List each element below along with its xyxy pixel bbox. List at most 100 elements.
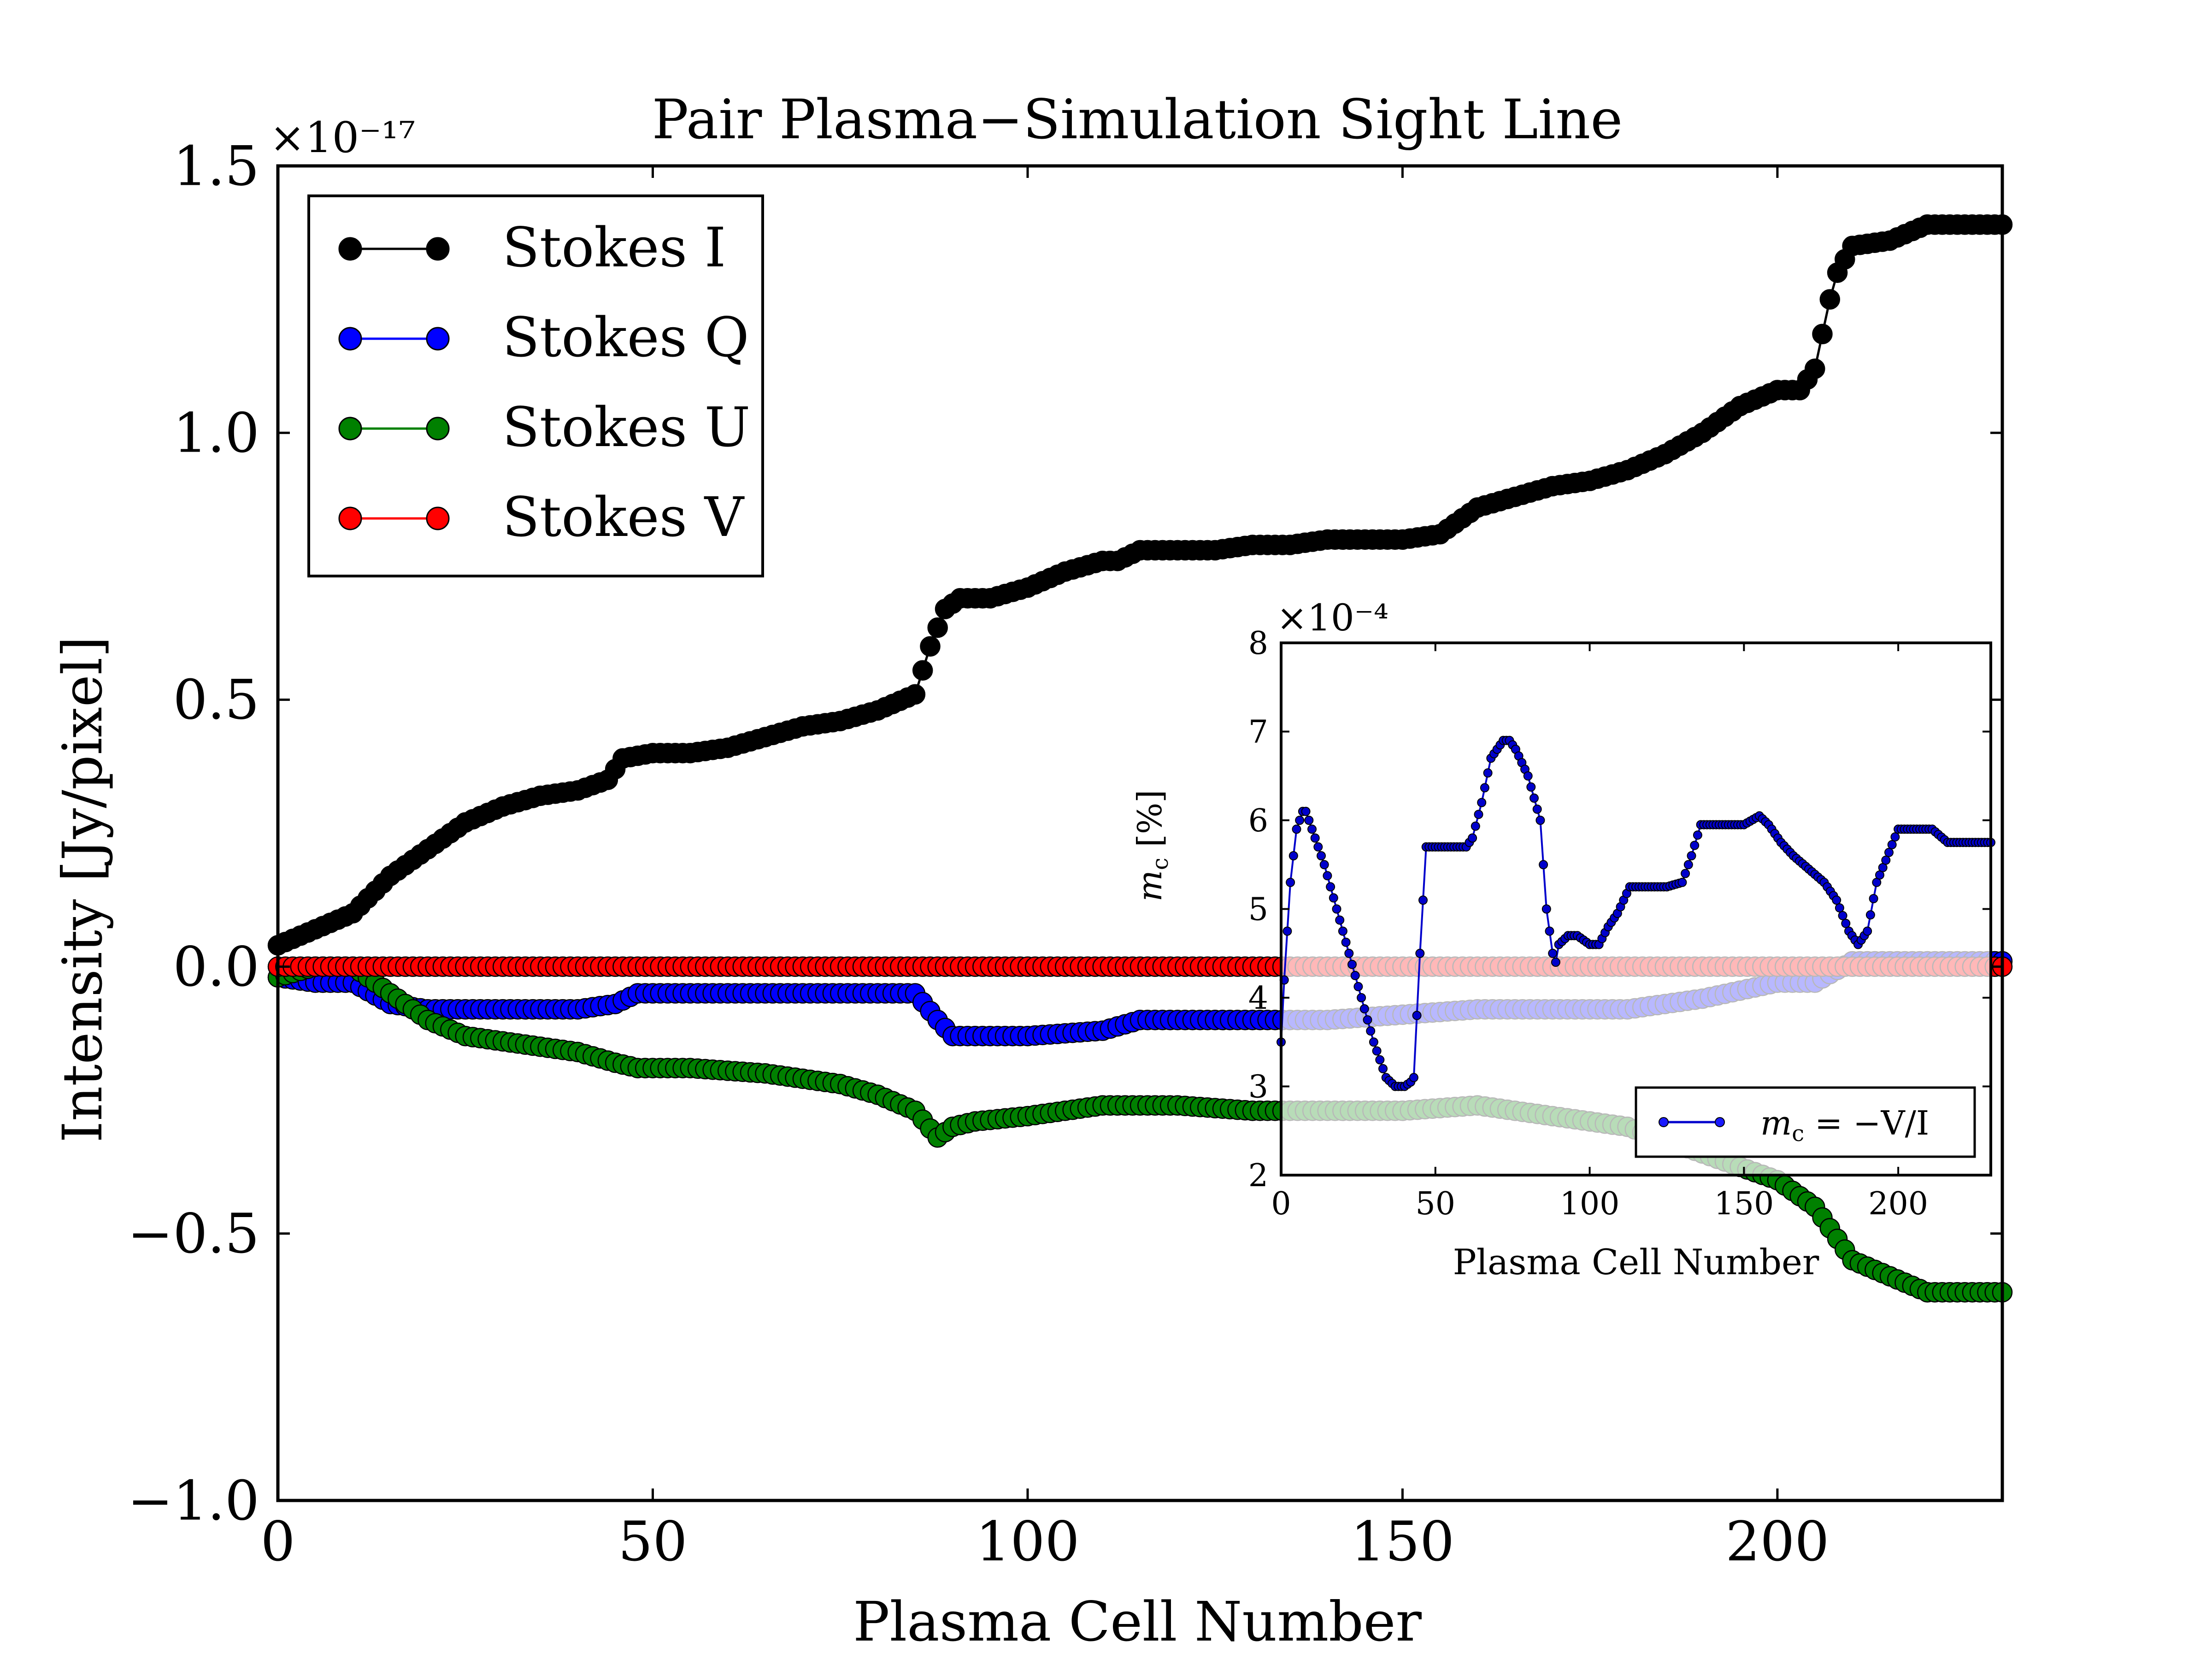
data-point-m-c-v-i xyxy=(1865,910,1875,920)
x-tick-label: 0 xyxy=(1271,1186,1291,1222)
inset-legend-marker xyxy=(1659,1117,1669,1127)
data-point-m-c-v-i xyxy=(1687,851,1696,860)
inset-y-axis-label: mc [%] xyxy=(1130,790,1173,902)
data-point-m-c-v-i xyxy=(1693,830,1702,840)
y-tick-label: 1.0 xyxy=(173,401,259,465)
data-point-m-c-v-i xyxy=(1530,793,1539,803)
y-axis-label: Intensity [Jy/pixel] xyxy=(51,636,114,1143)
y-tick-label: 5 xyxy=(1248,891,1268,928)
data-point-m-c-v-i xyxy=(1372,1046,1382,1056)
legend-entry-stokes-i: Stokes I xyxy=(338,216,726,279)
data-point-stokes-i xyxy=(1819,289,1841,310)
data-point-m-c-v-i xyxy=(1869,894,1878,903)
chart-title: Pair Plasma−Simulation Sight Line xyxy=(652,88,1623,151)
data-point-m-c-v-i xyxy=(1366,1026,1376,1036)
x-tick-label: 200 xyxy=(1725,1510,1829,1573)
data-point-m-c-v-i xyxy=(1532,804,1542,814)
x-tick-label: 0 xyxy=(260,1510,295,1573)
data-point-m-c-v-i xyxy=(1347,959,1357,969)
data-point-m-c-v-i xyxy=(1375,1055,1385,1065)
inset-ticks: 0 50 100 150 200 2 3 4 5 6 7 8 xyxy=(1248,625,1991,1222)
inset-legend-sub: c xyxy=(1792,1121,1804,1147)
inset-legend-rest: = −V/I xyxy=(1804,1104,1929,1142)
data-point-m-c-v-i xyxy=(1415,948,1425,958)
inset-ylabel-sub: c xyxy=(1147,858,1173,870)
legend-label-stokes-q: Stokes Q xyxy=(502,306,749,369)
data-point-stokes-i xyxy=(927,617,948,638)
data-point-m-c-v-i xyxy=(1292,824,1301,834)
data-point-m-c-v-i xyxy=(1369,1037,1378,1047)
data-point-m-c-v-i xyxy=(1295,816,1305,825)
data-point-m-c-v-i xyxy=(1378,1064,1388,1073)
data-point-m-c-v-i xyxy=(1474,810,1483,819)
data-point-m-c-v-i xyxy=(1841,918,1851,928)
x-axis-label: Plasma Cell Number xyxy=(853,1590,1422,1653)
data-point-m-c-v-i xyxy=(1468,833,1477,843)
data-point-m-c-v-i xyxy=(1335,915,1345,925)
data-point-m-c-v-i xyxy=(1539,860,1548,870)
legend-entry-stokes-u: Stokes U xyxy=(338,395,750,459)
data-point-m-c-v-i xyxy=(1307,824,1317,834)
data-point-m-c-v-i xyxy=(1317,851,1326,860)
data-point-m-c-v-i xyxy=(1323,871,1332,881)
y-offset-label: ×10⁻¹⁷ xyxy=(270,113,415,162)
data-point-m-c-v-i xyxy=(1881,855,1891,865)
legend-label-stokes-i: Stokes I xyxy=(502,216,726,279)
y-tick-label: 3 xyxy=(1248,1069,1268,1105)
data-point-m-c-v-i xyxy=(1551,958,1560,967)
legend-marker-stokes-u xyxy=(338,417,362,441)
legend-marker-stokes-i xyxy=(338,237,362,261)
legend-marker-stokes-q xyxy=(338,327,362,351)
x-tick-label: 100 xyxy=(976,1510,1079,1573)
data-point-m-c-v-i xyxy=(1832,895,1841,905)
legend-marker-stokes-i xyxy=(426,237,450,261)
inset-y-offset-label: ×10⁻⁴ xyxy=(1277,596,1388,639)
main-legend: Stokes I Stokes Q Stokes U Stokes V xyxy=(307,194,764,577)
data-point-m-c-v-i xyxy=(1523,771,1533,781)
data-point-m-c-v-i xyxy=(1304,816,1314,825)
series-m-c-v-i xyxy=(1277,735,1995,1091)
data-point-m-c-v-i xyxy=(1681,869,1690,878)
data-point-m-c-v-i xyxy=(1887,840,1897,849)
data-point-m-c-v-i xyxy=(1471,821,1480,831)
x-tick-label: 100 xyxy=(1560,1186,1620,1222)
legend-entry-stokes-v: Stokes V xyxy=(338,485,745,549)
data-point-m-c-v-i xyxy=(1363,1015,1372,1025)
data-point-m-c-v-i xyxy=(1338,926,1347,936)
inset-ylabel-main: m xyxy=(1130,870,1169,901)
x-tick-label: 50 xyxy=(618,1510,687,1573)
y-tick-label: 8 xyxy=(1248,625,1268,662)
data-point-m-c-v-i xyxy=(1683,860,1693,870)
data-point-m-c-v-i xyxy=(1350,971,1360,980)
data-point-m-c-v-i xyxy=(1690,841,1700,850)
x-tick-label: 150 xyxy=(1351,1510,1454,1573)
series-stokes-i xyxy=(267,214,2013,956)
inset-x-axis-label: Plasma Cell Number xyxy=(1453,1241,1819,1282)
legend-marker-stokes-u xyxy=(426,417,450,441)
y-tick-label: −1.0 xyxy=(127,1469,259,1532)
data-point-m-c-v-i xyxy=(1545,926,1554,936)
data-point-m-c-v-i xyxy=(1477,798,1487,807)
y-tick-label: −0.5 xyxy=(127,1202,259,1265)
legend-box xyxy=(307,194,764,577)
data-point-m-c-v-i xyxy=(1526,782,1536,792)
y-tick-label: 6 xyxy=(1248,803,1268,839)
data-point-m-c-v-i xyxy=(1344,948,1354,958)
data-point-m-c-v-i xyxy=(1341,937,1351,947)
data-point-stokes-i xyxy=(1805,358,1825,379)
legend-marker-stokes-q xyxy=(426,327,450,351)
data-point-m-c-v-i xyxy=(1890,832,1900,842)
data-point-m-c-v-i xyxy=(1357,993,1366,1002)
data-point-stokes-i xyxy=(1812,324,1833,345)
x-tick-label: 150 xyxy=(1714,1186,1774,1222)
data-point-m-c-v-i xyxy=(1677,877,1687,887)
data-point-m-c-v-i xyxy=(1310,833,1320,843)
data-point-m-c-v-i xyxy=(1863,926,1872,936)
legend-marker-stokes-v xyxy=(426,506,450,530)
data-point-m-c-v-i xyxy=(1541,904,1551,914)
y-tick-label: 0.0 xyxy=(173,935,259,999)
data-point-m-c-v-i xyxy=(1332,904,1341,914)
data-point-m-c-v-i xyxy=(1329,893,1338,903)
data-point-stokes-i xyxy=(905,684,926,705)
data-point-m-c-v-i xyxy=(1288,851,1298,860)
